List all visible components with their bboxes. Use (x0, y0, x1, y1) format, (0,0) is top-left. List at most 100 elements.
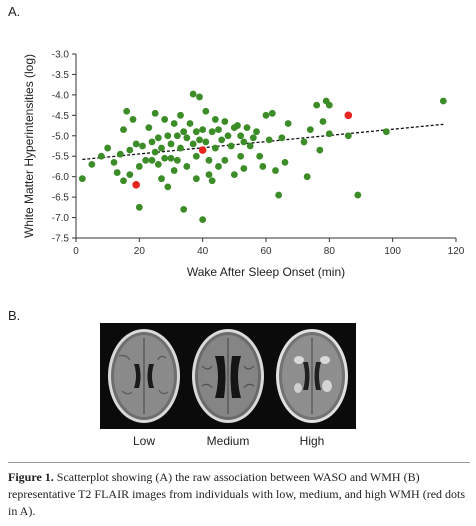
data-point (154, 161, 162, 168)
scan-caption-low: Low (132, 434, 155, 448)
data-point (183, 163, 191, 170)
data-point (161, 154, 169, 162)
figure-caption: Figure 1. Scatterplot showing (A) the ra… (8, 462, 470, 520)
data-point (192, 128, 200, 136)
data-point (208, 128, 216, 136)
data-point (189, 140, 197, 148)
data-point (151, 148, 159, 156)
data-point (278, 134, 286, 142)
data-points (78, 90, 447, 224)
chart-axes (75, 54, 456, 239)
data-point (344, 132, 352, 140)
data-point (202, 138, 210, 146)
mri-scan-medium (192, 329, 264, 423)
data-point (303, 173, 311, 181)
data-point (148, 156, 156, 164)
y-tick-label: -4.0 (52, 90, 70, 101)
x-tick-group: 0 20 40 60 80 100 120 (73, 238, 465, 257)
data-point (196, 136, 203, 144)
data-point (202, 107, 210, 115)
data-point (161, 116, 169, 123)
data-point (180, 128, 188, 136)
data-point (151, 109, 159, 117)
highlighted-data-point (132, 181, 140, 189)
data-point (173, 132, 181, 140)
mri-scan-low (108, 329, 180, 423)
data-point (237, 152, 245, 160)
data-point (354, 191, 362, 199)
data-point (180, 205, 188, 213)
data-point (97, 152, 105, 160)
panel-b-label: B. (8, 308, 21, 323)
data-point (158, 144, 165, 152)
panel-a-label: A. (8, 4, 21, 19)
data-point (104, 144, 112, 152)
data-point (268, 109, 276, 117)
figure-caption-text: Scatterplot showing (A) the raw associat… (8, 470, 466, 518)
figure-label: Figure 1. (8, 470, 54, 484)
data-point (215, 126, 222, 134)
data-point (230, 171, 238, 179)
data-point (281, 158, 289, 166)
data-point (120, 177, 127, 185)
y-tick-label: -7.5 (52, 234, 70, 245)
y-tick-label: -5.0 (52, 131, 70, 142)
y-tick-label: -4.5 (52, 111, 70, 122)
data-point (132, 140, 140, 148)
data-point (224, 132, 232, 140)
y-tick-label: -3.0 (52, 50, 70, 61)
data-point (145, 124, 153, 131)
data-point (199, 126, 207, 134)
data-point (189, 90, 197, 98)
data-point (256, 152, 264, 160)
data-point (221, 118, 229, 125)
data-point (259, 163, 267, 170)
data-point (158, 175, 165, 183)
data-point (164, 132, 172, 140)
data-point (129, 116, 137, 123)
data-point (78, 175, 86, 183)
data-point (319, 118, 327, 125)
data-point (325, 101, 333, 109)
y-tick-label: -6.5 (52, 193, 70, 204)
data-point (284, 120, 292, 127)
data-point (135, 163, 143, 170)
x-tick-label: 40 (197, 246, 209, 257)
x-tick-label: 20 (134, 246, 146, 257)
data-point (300, 138, 308, 146)
data-point (113, 169, 121, 176)
data-point (167, 154, 175, 162)
x-axis-title: Wake After Sleep Onset (min) (187, 265, 345, 279)
data-point (237, 132, 245, 140)
data-point (139, 142, 146, 150)
data-point (170, 167, 178, 174)
data-point (186, 120, 194, 127)
trendline (82, 123, 444, 161)
data-point (240, 138, 248, 146)
scan-caption-medium: Medium (206, 434, 250, 448)
x-tick-label: 120 (448, 246, 465, 257)
data-point (211, 144, 219, 152)
data-point (205, 171, 213, 179)
y-tick-group: -3.0 -3.5 -4.0 -4.5 -5.0 -5.5 -6.0 -6.5 -7.0 -7.5 (52, 50, 76, 245)
data-point (253, 128, 260, 136)
data-point (177, 144, 184, 152)
data-point (170, 120, 178, 127)
data-point (183, 134, 191, 142)
x-tick-label: 80 (324, 246, 336, 257)
data-point (208, 177, 216, 185)
highlighted-data-point (198, 146, 207, 154)
data-point (192, 175, 200, 183)
data-point (110, 158, 118, 166)
data-point (120, 126, 127, 134)
data-point (205, 156, 213, 164)
data-point (126, 146, 134, 154)
data-point (246, 142, 254, 150)
data-point (167, 140, 175, 148)
data-point (221, 156, 229, 164)
y-tick-label: -7.0 (52, 213, 70, 224)
data-point (313, 101, 321, 109)
scan-caption-high: High (299, 434, 325, 448)
highlighted-data-point (344, 111, 353, 120)
data-point (227, 142, 235, 150)
